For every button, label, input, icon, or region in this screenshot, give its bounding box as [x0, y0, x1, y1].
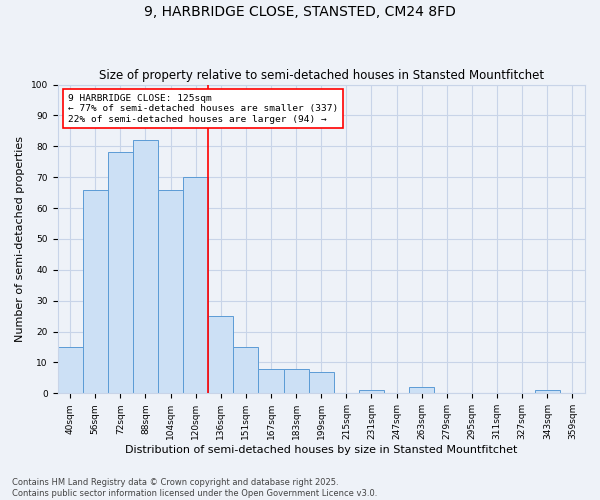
Bar: [535, 390, 560, 394]
Text: 9, HARBRIDGE CLOSE, STANSTED, CM24 8FD: 9, HARBRIDGE CLOSE, STANSTED, CM24 8FD: [144, 5, 456, 19]
Bar: [259, 368, 284, 394]
Bar: [83, 190, 108, 394]
X-axis label: Distribution of semi-detached houses by size in Stansted Mountfitchet: Distribution of semi-detached houses by …: [125, 445, 517, 455]
Bar: [108, 152, 133, 394]
Bar: [58, 347, 83, 394]
Bar: [233, 347, 259, 394]
Text: Contains HM Land Registry data © Crown copyright and database right 2025.
Contai: Contains HM Land Registry data © Crown c…: [12, 478, 377, 498]
Bar: [158, 190, 183, 394]
Bar: [183, 177, 208, 394]
Bar: [309, 372, 334, 394]
Bar: [208, 316, 233, 394]
Y-axis label: Number of semi-detached properties: Number of semi-detached properties: [15, 136, 25, 342]
Text: 9 HARBRIDGE CLOSE: 125sqm
← 77% of semi-detached houses are smaller (337)
22% of: 9 HARBRIDGE CLOSE: 125sqm ← 77% of semi-…: [68, 94, 338, 124]
Bar: [409, 387, 434, 394]
Bar: [133, 140, 158, 394]
Bar: [284, 368, 309, 394]
Bar: [359, 390, 384, 394]
Title: Size of property relative to semi-detached houses in Stansted Mountfitchet: Size of property relative to semi-detach…: [99, 69, 544, 82]
